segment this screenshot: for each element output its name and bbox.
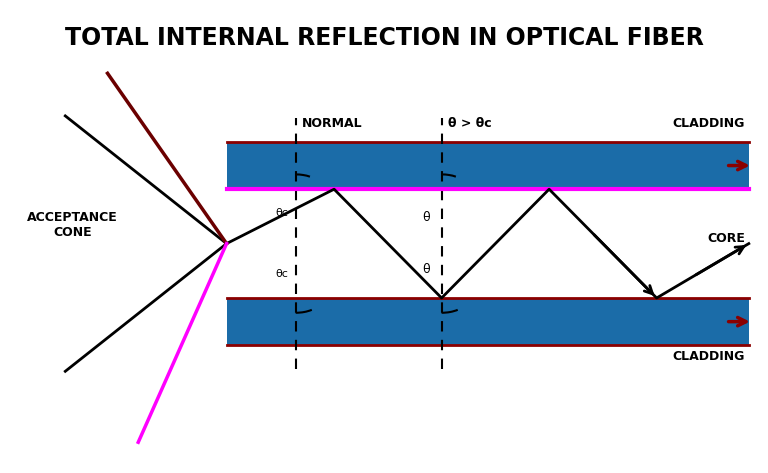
Text: θ > θc: θ > θc: [448, 117, 492, 130]
Text: CLADDING: CLADDING: [673, 117, 745, 130]
Text: CORE: CORE: [707, 232, 745, 245]
Text: CLADDING: CLADDING: [673, 350, 745, 363]
Text: TOTAL INTERNAL REFLECTION IN OPTICAL FIBER: TOTAL INTERNAL REFLECTION IN OPTICAL FIB…: [65, 26, 703, 50]
Text: θ: θ: [422, 263, 430, 276]
Bar: [227, 298, 749, 345]
Text: θ: θ: [422, 211, 430, 224]
Text: NORMAL: NORMAL: [302, 117, 362, 130]
Text: θc: θc: [275, 269, 288, 280]
Bar: [227, 142, 749, 189]
Text: θc: θc: [275, 208, 288, 218]
Text: ACCEPTANCE
CONE: ACCEPTANCE CONE: [27, 210, 118, 239]
